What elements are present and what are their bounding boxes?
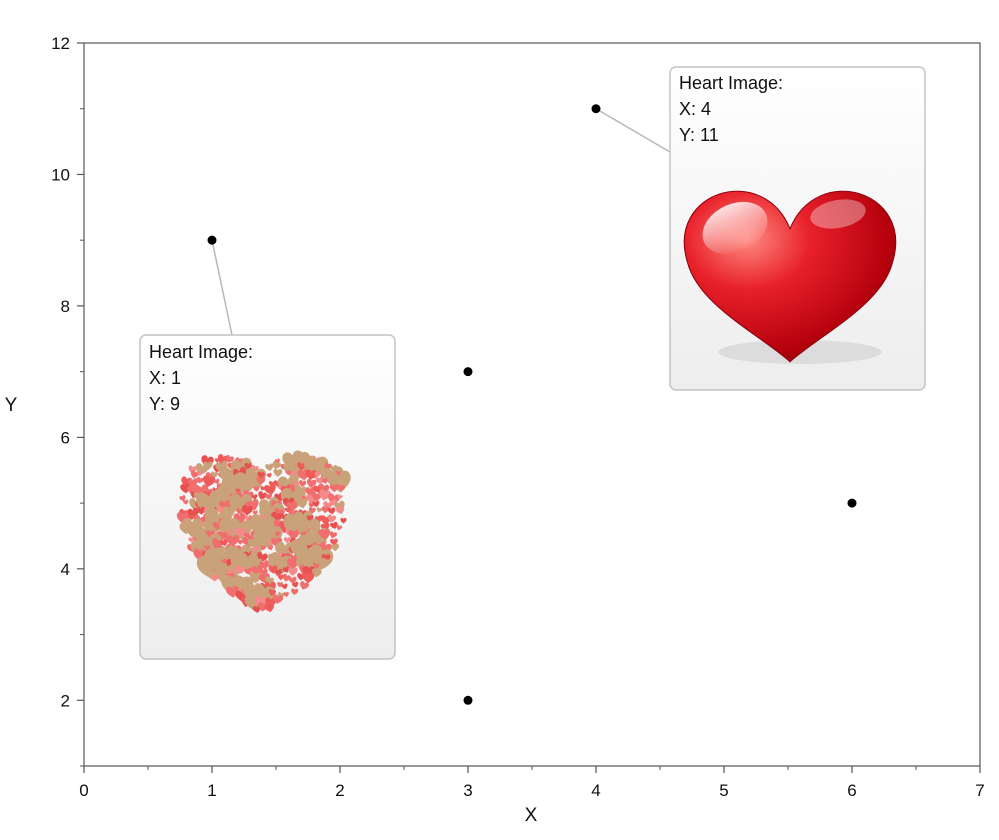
tooltip-leader-line	[595, 108, 671, 153]
x-tick-label: 4	[591, 781, 600, 800]
tooltip-title: Heart Image:	[149, 342, 253, 362]
tooltip-point-4-11: Heart Image: X: 4 Y: 11	[595, 66, 925, 390]
y-tick-label: 2	[61, 691, 70, 710]
x-tick-label: 1	[207, 781, 216, 800]
x-tick-label: 2	[335, 781, 344, 800]
x-tick-label: 5	[719, 781, 728, 800]
data-point[interactable]	[207, 235, 217, 245]
y-tick-label: 8	[61, 297, 70, 316]
x-axis: 0 1 2 3 4 5 6 7	[79, 766, 985, 800]
tooltip-x-value: X: 1	[149, 368, 181, 388]
x-axis-title: X	[525, 805, 538, 826]
red-glossy-heart-image	[684, 191, 895, 364]
tooltip-point-1-9: Heart Image: X: 1 Y: 9	[139, 240, 396, 660]
x-tick-label: 6	[847, 781, 856, 800]
tooltip-y-value: Y: 9	[149, 394, 180, 414]
data-point[interactable]	[463, 367, 473, 377]
y-tick-label: 4	[61, 560, 70, 579]
x-tick-label: 3	[463, 781, 472, 800]
y-tick-label: 6	[61, 428, 70, 447]
tooltip-title: Heart Image:	[679, 73, 783, 93]
y-axis: 2 4 6 8 10 12	[51, 34, 84, 767]
data-point[interactable]	[847, 498, 857, 508]
data-point[interactable]	[463, 695, 473, 705]
y-tick-label: 10	[51, 165, 70, 184]
tooltip-leader-line	[211, 240, 233, 336]
tooltip-y-value: Y: 11	[679, 125, 719, 145]
x-tick-label: 0	[79, 781, 88, 800]
data-point[interactable]	[591, 104, 601, 114]
y-axis-title: Y	[5, 395, 18, 416]
y-tick-label: 12	[51, 34, 70, 53]
x-tick-label: 7	[975, 781, 984, 800]
tooltip-x-value: X: 4	[679, 99, 711, 119]
data-points	[207, 104, 857, 705]
